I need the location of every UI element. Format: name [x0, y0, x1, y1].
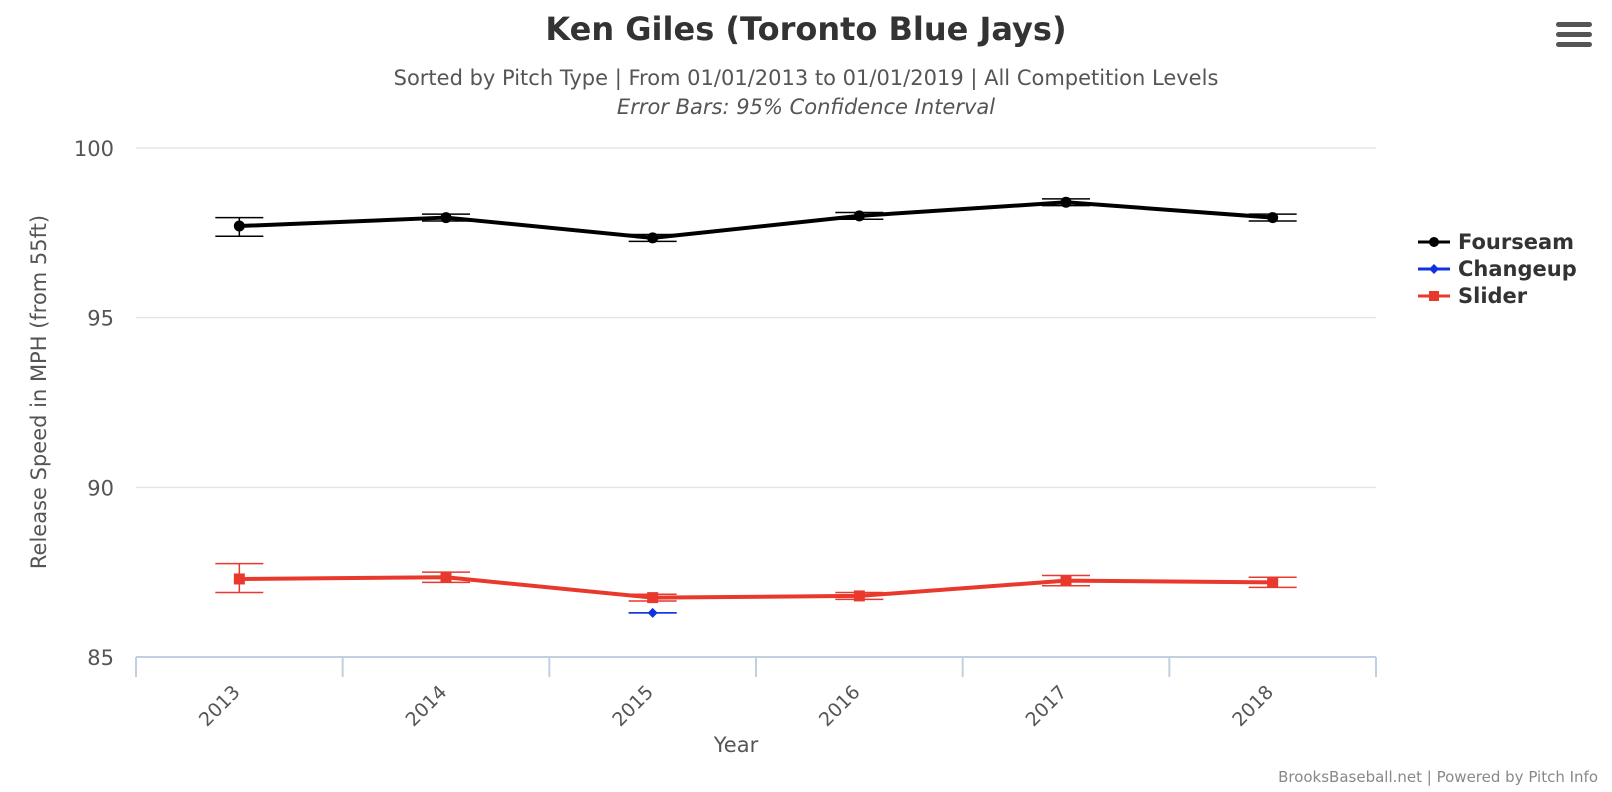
- y-tick-label: 100: [74, 137, 114, 161]
- series-fourseam: [215, 196, 1297, 244]
- data-point: [233, 220, 245, 232]
- data-point: [647, 607, 658, 618]
- y-tick-label: 95: [87, 307, 114, 331]
- data-point: [440, 571, 452, 583]
- data-point: [233, 573, 245, 585]
- data-point: [1267, 576, 1279, 588]
- legend: Fourseam Changeup Slider: [1418, 230, 1577, 308]
- series-changeup: [628, 607, 677, 618]
- x-axis: 2013 2014 2015 2016 2017 2018: [135, 656, 1377, 731]
- x-tick-label: 2017: [1022, 681, 1072, 731]
- chart-title: Ken Giles (Toronto Blue Jays): [545, 10, 1066, 48]
- data-point: [647, 232, 659, 244]
- data-point: [1060, 575, 1072, 587]
- y-axis-label: Release Speed in MPH (from 55ft): [27, 215, 51, 569]
- y-tick-label: 90: [87, 476, 114, 500]
- legend-label: Changeup: [1458, 257, 1577, 281]
- y-tick-label: 85: [87, 646, 114, 670]
- credits[interactable]: BrooksBaseball.net | Powered by Pitch In…: [1278, 768, 1598, 786]
- x-axis-label: Year: [713, 733, 759, 757]
- chart-subtitle-error-bars: Error Bars: 95% Confidence Interval: [617, 95, 995, 119]
- x-tick-label: 2015: [608, 681, 658, 731]
- x-tick-label: 2016: [815, 681, 865, 731]
- series-layer: [215, 196, 1297, 618]
- series-line: [239, 200, 1273, 240]
- legend-label: Fourseam: [1458, 230, 1574, 254]
- legend-item-changeup[interactable]: Changeup: [1418, 257, 1577, 281]
- series-line: [239, 575, 1273, 600]
- data-point: [1060, 196, 1072, 208]
- data-point: [1267, 212, 1279, 224]
- grid-lines: [136, 147, 1376, 489]
- legend-label: Slider: [1458, 284, 1528, 308]
- series-slider: [215, 562, 1297, 604]
- data-point: [853, 590, 865, 602]
- x-tick-label: 2014: [402, 681, 452, 731]
- y-axis-ticks: 85 90 95 100: [74, 137, 114, 670]
- data-point: [853, 210, 865, 222]
- hamburger-menu-button[interactable]: [1556, 22, 1592, 52]
- hamburger-menu-icon: [1556, 22, 1592, 27]
- legend-item-slider[interactable]: Slider: [1418, 284, 1528, 308]
- x-tick-label: 2018: [1228, 681, 1278, 731]
- data-point: [440, 212, 452, 224]
- data-point: [647, 592, 659, 604]
- chart-subtitle: Sorted by Pitch Type | From 01/01/2013 t…: [394, 66, 1219, 91]
- x-tick-label: 2013: [195, 681, 245, 731]
- legend-item-fourseam[interactable]: Fourseam: [1418, 230, 1574, 254]
